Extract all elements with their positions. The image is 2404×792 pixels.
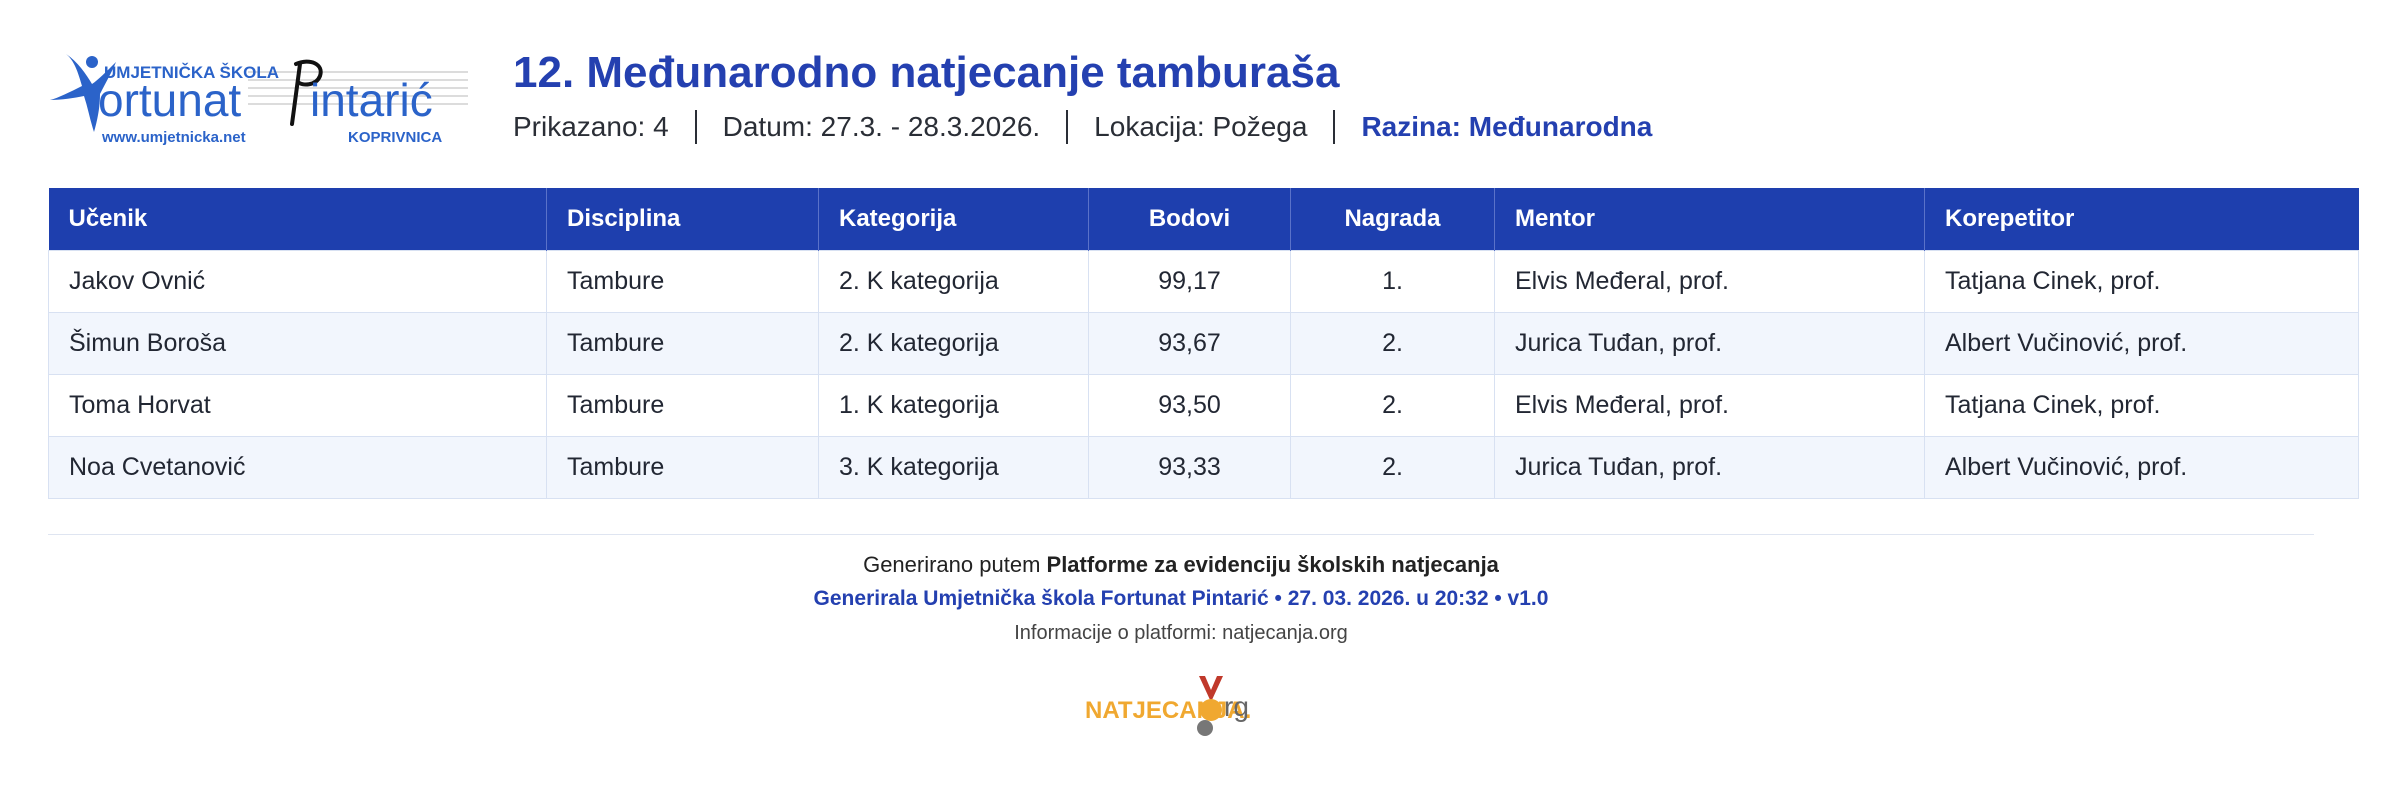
header-titles: 12. Međunarodno natjecanje tamburaša Pri… <box>513 46 1652 144</box>
report-header: UMJETNIČKA ŠKOLA ortunat intarić www.umj… <box>48 40 2358 160</box>
medal-icon: NATJECANJA. rg <box>1085 676 1251 736</box>
cell-points: 93,67 <box>1088 311 1291 375</box>
column-header-mentor: Mentor <box>1494 188 1925 250</box>
competition-level: Razina: Međunarodna <box>1361 111 1653 142</box>
school-name-part2: intarić <box>310 74 433 126</box>
column-header-award: Nagrada <box>1290 188 1495 250</box>
cell-award: 2. <box>1290 311 1495 375</box>
school-logo: UMJETNIČKA ŠKOLA ortunat intarić www.umj… <box>48 42 478 152</box>
cell-category: 3. K kategorija <box>818 435 1089 499</box>
cell-discipline: Tambure <box>546 249 819 313</box>
meta-separator <box>1066 110 1069 144</box>
school-url: www.umjetnicka.net <box>101 129 246 146</box>
cell-discipline: Tambure <box>546 435 819 499</box>
cell-student: Šimun Boroša <box>48 311 547 375</box>
cell-category: 2. K kategorija <box>818 249 1089 313</box>
report-footer: Generirano putem Platforme za evidenciju… <box>0 548 2362 747</box>
header-meta: Prikazano: 4 Datum: 27.3. - 28.3.2026. L… <box>513 110 1652 144</box>
date-range: Datum: 27.3. - 28.3.2026. <box>722 111 1041 142</box>
brand-text: NATJECANJA. <box>1085 697 1251 724</box>
column-header-points: Bodovi <box>1088 188 1291 250</box>
table-row: Toma Horvat Tambure 1. K kategorija 93,5… <box>48 373 2359 437</box>
generated-via-line: Generirano putem Platforme za evidenciju… <box>0 548 2362 582</box>
footer-divider <box>48 534 2314 535</box>
cell-award: 2. <box>1290 435 1495 499</box>
school-logo-graphic: UMJETNIČKA ŠKOLA ortunat intarić www.umj… <box>50 54 468 146</box>
cell-mentor: Elvis Međeral, prof. <box>1494 373 1925 437</box>
platform-info-line: Informacije o platformi: natjecanja.org <box>1014 622 1348 644</box>
cell-award: 2. <box>1290 373 1495 437</box>
cell-category: 2. K kategorija <box>818 311 1089 375</box>
results-table: Učenik Disciplina Kategorija Bodovi Nagr… <box>48 188 2359 499</box>
cell-student: Toma Horvat <box>48 373 547 437</box>
cell-discipline: Tambure <box>546 311 819 375</box>
column-header-discipline: Disciplina <box>546 188 819 250</box>
page-title: 12. Međunarodno natjecanje tamburaša <box>513 48 1340 97</box>
meta-separator <box>694 110 697 144</box>
cell-accompanist: Tatjana Cinek, prof. <box>1924 373 2359 437</box>
cell-points: 93,50 <box>1088 373 1291 437</box>
school-top-text: UMJETNIČKA ŠKOLA <box>104 63 279 82</box>
cell-accompanist: Albert Vučinović, prof. <box>1924 435 2359 499</box>
cell-mentor: Jurica Tuđan, prof. <box>1494 311 1925 375</box>
table-row: Jakov Ovnić Tambure 2. K kategorija 99,1… <box>48 249 2359 313</box>
school-city: KOPRIVNICA <box>348 129 442 146</box>
shown-count: Prikazano: 4 <box>513 111 669 142</box>
meta-separator <box>1333 110 1336 144</box>
school-name-part1: ortunat <box>98 74 241 126</box>
cell-student: Jakov Ovnić <box>48 249 547 313</box>
cell-discipline: Tambure <box>546 373 819 437</box>
table-header-row: Učenik Disciplina Kategorija Bodovi Nagr… <box>48 188 2359 250</box>
column-header-category: Kategorija <box>818 188 1089 250</box>
generated-prefix: Generirano putem <box>863 552 1047 577</box>
column-header-accompanist: Korepetitor <box>1924 188 2359 250</box>
platform-name: Platforme za evidenciju školskih natjeca… <box>1046 552 1499 577</box>
cell-accompanist: Tatjana Cinek, prof. <box>1924 249 2359 313</box>
cell-category: 1. K kategorija <box>818 373 1089 437</box>
generated-by-line: Generirala Umjetnička škola Fortunat Pin… <box>813 587 1549 610</box>
location: Lokacija: Požega <box>1094 111 1308 142</box>
cell-mentor: Elvis Međeral, prof. <box>1494 249 1925 313</box>
cell-student: Noa Cvetanović <box>48 435 547 499</box>
cell-award: 1. <box>1290 249 1495 313</box>
column-header-student: Učenik <box>48 188 547 250</box>
cell-points: 99,17 <box>1088 249 1291 313</box>
cell-accompanist: Albert Vučinović, prof. <box>1924 311 2359 375</box>
natjecanja-logo: NATJECANJA. rg <box>1081 672 1281 742</box>
brand-suffix: rg <box>1224 691 1249 722</box>
table-row: Šimun Boroša Tambure 2. K kategorija 93,… <box>48 311 2359 375</box>
cell-points: 93,33 <box>1088 435 1291 499</box>
cell-mentor: Jurica Tuđan, prof. <box>1494 435 1925 499</box>
table-row: Noa Cvetanović Tambure 3. K kategorija 9… <box>48 435 2359 499</box>
